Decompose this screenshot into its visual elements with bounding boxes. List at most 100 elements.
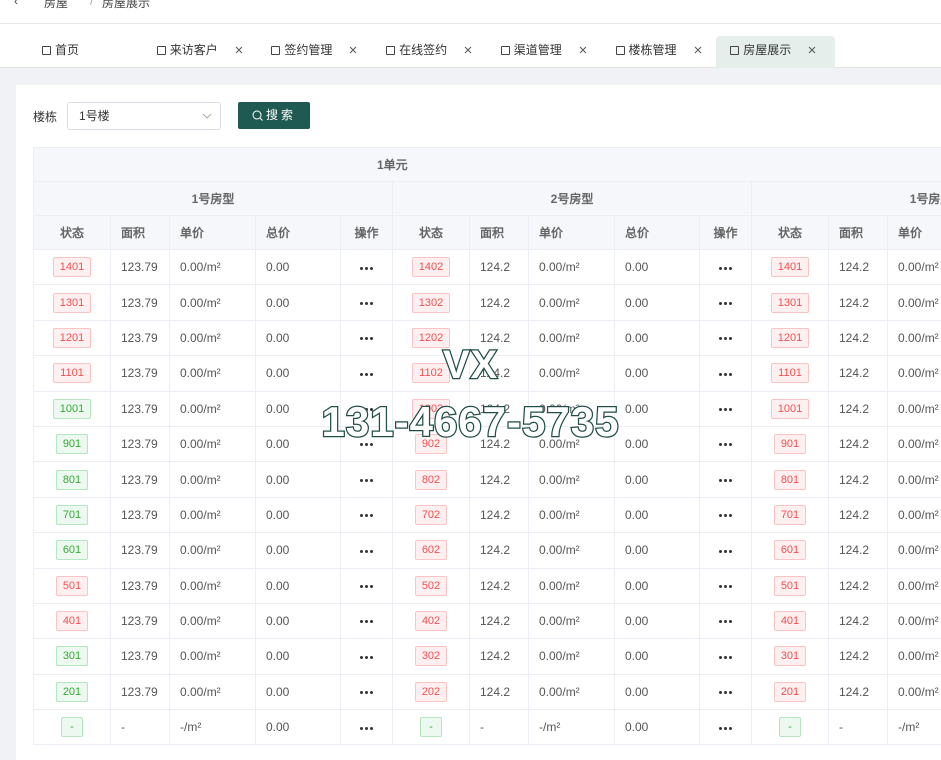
area-cell: - [469, 709, 529, 746]
dot [365, 266, 368, 270]
action-cell[interactable] [699, 673, 752, 711]
room-tag: 702 [414, 504, 448, 525]
dot [724, 408, 727, 412]
status-cell: 502 [392, 567, 470, 604]
action-cell[interactable] [340, 284, 393, 321]
total-cell: 0.00 [255, 638, 341, 675]
price: 0.00/m² [898, 260, 939, 275]
dot [370, 549, 373, 553]
breadcrumb-item[interactable]: 房屋展示 [102, 0, 151, 10]
action-cell[interactable] [340, 567, 393, 604]
tab[interactable]: 来访客户 [143, 36, 262, 68]
action-cell[interactable] [699, 248, 752, 286]
action-cell[interactable] [699, 355, 752, 392]
action-cell[interactable] [340, 673, 393, 711]
total-cell: 0.00 [614, 673, 700, 711]
price: 0.00/m² [180, 578, 221, 593]
area: 123.79 [121, 295, 158, 310]
action-cell[interactable] [699, 319, 752, 357]
total-cell: 0.00 [255, 496, 341, 534]
breadcrumb: ‹ 房屋 / 房屋展示 [0, 0, 941, 24]
room-tag: 202 [414, 681, 448, 702]
area: 123.79 [121, 472, 158, 487]
action-cell[interactable] [699, 709, 752, 746]
action-cell[interactable] [699, 284, 752, 321]
tab[interactable]: 在线签约 [372, 36, 491, 68]
dot [365, 620, 368, 624]
dot [729, 655, 732, 659]
price: 0.00/m² [898, 401, 939, 416]
price-cell: 0.00/m² [528, 319, 615, 357]
action-cell[interactable] [340, 248, 393, 286]
room-tag: 802 [414, 469, 448, 490]
area-cell: 124.2 [828, 248, 888, 286]
close-icon[interactable] [579, 46, 587, 54]
status-cell: 1201 [33, 319, 111, 357]
action-cell[interactable] [340, 461, 393, 498]
action-cell[interactable] [699, 602, 752, 640]
close-icon[interactable] [235, 46, 243, 54]
dot [724, 266, 727, 270]
room-tag: 301 [773, 646, 807, 667]
tab[interactable]: 签约管理 [257, 36, 376, 68]
status-cell: 601 [33, 532, 111, 569]
close-icon[interactable] [464, 46, 472, 54]
area: 124.2 [839, 295, 870, 310]
action-cell[interactable] [340, 390, 393, 427]
action-cell[interactable] [340, 602, 393, 640]
action-cell[interactable] [699, 567, 752, 604]
dot [729, 443, 732, 447]
action-cell[interactable] [340, 532, 393, 569]
area-cell: 123.79 [110, 284, 170, 321]
status-cell: 801 [33, 461, 111, 498]
total-cell: 0.00 [614, 638, 700, 675]
price: 0.00/m² [180, 614, 221, 629]
room-tag: 1201 [52, 327, 92, 348]
dot [719, 514, 722, 518]
action-cell[interactable] [699, 496, 752, 534]
dot [370, 691, 373, 695]
action-cell[interactable] [340, 496, 393, 534]
search-button[interactable]: 搜索 [238, 102, 310, 129]
column-header: 面积 [110, 215, 170, 250]
total-cell: 0.00 [614, 709, 700, 746]
tab-icon [615, 46, 625, 55]
room-tag: 1301 [52, 292, 92, 313]
tab[interactable]: 首页 [28, 36, 147, 68]
area: 124.2 [480, 260, 511, 275]
dot [724, 443, 727, 447]
tab-label: 房屋展示 [743, 43, 792, 57]
room-tag: 901 [773, 434, 807, 455]
area: 124.2 [480, 614, 511, 629]
tab[interactable]: 楼栋管理 [602, 36, 721, 68]
area: 123.79 [121, 330, 158, 345]
action-cell[interactable] [340, 709, 393, 746]
action-cell[interactable] [699, 461, 752, 498]
status-cell: 1302 [392, 284, 470, 321]
close-icon[interactable] [808, 46, 816, 54]
total: 0.00 [625, 472, 649, 487]
column-header: 状态 [33, 215, 111, 250]
close-icon[interactable] [349, 46, 357, 54]
action-cell[interactable] [699, 532, 752, 569]
total: 0.00 [266, 507, 290, 522]
action-cell[interactable] [340, 638, 393, 675]
column-header: 单价 [169, 215, 256, 250]
tab[interactable]: 渠道管理 [487, 36, 606, 68]
dot [370, 266, 373, 270]
room-tag: 401 [773, 611, 807, 632]
breadcrumb-item[interactable]: 房屋 [44, 0, 69, 10]
data-row: 201 123.79 0.00/m² 0.00 202 124.2 0.00/m² 0.00 2… [33, 673, 941, 711]
action-cell[interactable] [340, 425, 393, 463]
status-cell: - [33, 709, 111, 746]
total: 0.00 [266, 401, 290, 416]
action-cell[interactable] [699, 390, 752, 427]
action-cell[interactable] [699, 638, 752, 675]
close-icon[interactable] [694, 46, 702, 54]
tab-icon [42, 46, 51, 55]
room-tag: 501 [773, 575, 807, 596]
building-select[interactable]: 1号楼 [67, 102, 221, 130]
tab[interactable]: 房屋展示 [716, 36, 836, 68]
total: 0.00 [625, 507, 649, 522]
room-tag: 1301 [770, 292, 810, 313]
